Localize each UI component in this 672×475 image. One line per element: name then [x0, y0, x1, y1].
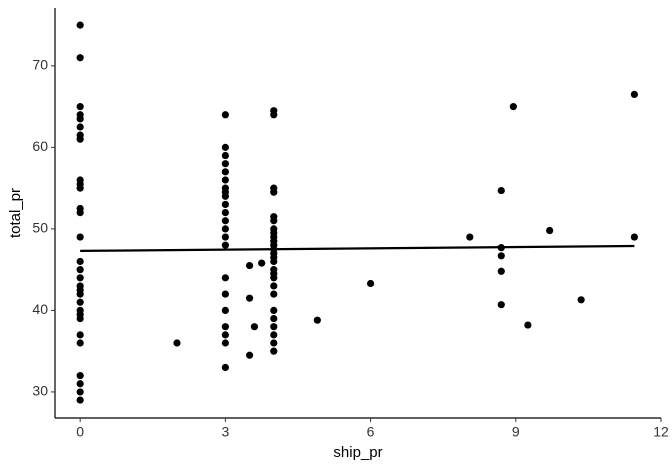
point: [221, 306, 229, 315]
point: [245, 261, 254, 270]
point: [270, 339, 278, 347]
point: [76, 103, 84, 111]
point: [250, 323, 259, 331]
point: [270, 257, 278, 266]
point: [245, 294, 254, 302]
x-tick-label: 9: [512, 424, 520, 440]
point: [221, 176, 229, 184]
point: [221, 208, 229, 217]
point: [221, 111, 229, 119]
point: [221, 323, 229, 331]
point: [76, 115, 84, 123]
x-tick-label: 12: [653, 424, 669, 440]
point: [270, 331, 278, 339]
point: [76, 290, 84, 298]
point: [221, 168, 229, 176]
point: [76, 184, 84, 192]
point: [76, 233, 84, 241]
point: [270, 306, 278, 315]
point: [366, 279, 375, 288]
point: [76, 314, 84, 323]
point: [76, 274, 84, 282]
point: [630, 90, 638, 99]
point: [270, 188, 278, 196]
point: [270, 323, 278, 331]
point: [76, 331, 84, 339]
y-tick-label: 40: [32, 301, 48, 317]
point: [76, 266, 84, 274]
point: [270, 290, 278, 298]
point: [76, 298, 84, 306]
x-tick-label: 3: [221, 424, 229, 440]
point: [221, 241, 229, 249]
point: [270, 347, 278, 355]
point: [313, 316, 321, 324]
y-tick-label: 60: [32, 138, 48, 154]
point: [221, 217, 229, 225]
point: [630, 233, 638, 241]
point: [76, 396, 84, 404]
x-axis-label: ship_pr: [333, 444, 382, 461]
point: [221, 200, 229, 209]
y-axis-label: total_pr: [7, 188, 24, 238]
point: [270, 274, 278, 282]
point: [270, 217, 278, 225]
y-tick-label: 50: [32, 220, 48, 236]
point: [466, 233, 474, 241]
point: [76, 208, 84, 217]
point: [221, 151, 229, 160]
point: [221, 143, 229, 151]
point: [497, 267, 505, 275]
point: [221, 339, 229, 347]
point: [221, 363, 229, 372]
trend-line: [80, 244, 635, 253]
point: [270, 282, 278, 290]
point: [76, 123, 84, 131]
point: [509, 103, 517, 111]
point: [497, 252, 505, 260]
point: [76, 339, 84, 347]
point: [577, 296, 585, 304]
point: [76, 388, 84, 396]
point: [497, 301, 505, 309]
point: [258, 259, 266, 267]
point: [76, 54, 84, 62]
point: [245, 351, 254, 359]
point: [173, 339, 181, 347]
y-tick-label: 70: [32, 57, 48, 73]
x-tick-label: 0: [76, 424, 84, 440]
point: [221, 274, 229, 282]
point: [76, 380, 84, 388]
point: [270, 111, 278, 119]
point: [221, 290, 229, 298]
point: [221, 225, 229, 233]
point: [524, 321, 532, 329]
point: [221, 160, 229, 168]
point: [221, 233, 229, 241]
point: [221, 331, 229, 339]
point: [76, 372, 84, 380]
point: [270, 314, 278, 323]
point: [76, 135, 84, 143]
point: [76, 21, 84, 29]
y-tick-label: 30: [32, 383, 48, 399]
point: [546, 226, 554, 235]
point: [497, 186, 505, 195]
point: [76, 257, 84, 266]
x-tick-label: 6: [367, 424, 375, 440]
point: [221, 192, 229, 200]
